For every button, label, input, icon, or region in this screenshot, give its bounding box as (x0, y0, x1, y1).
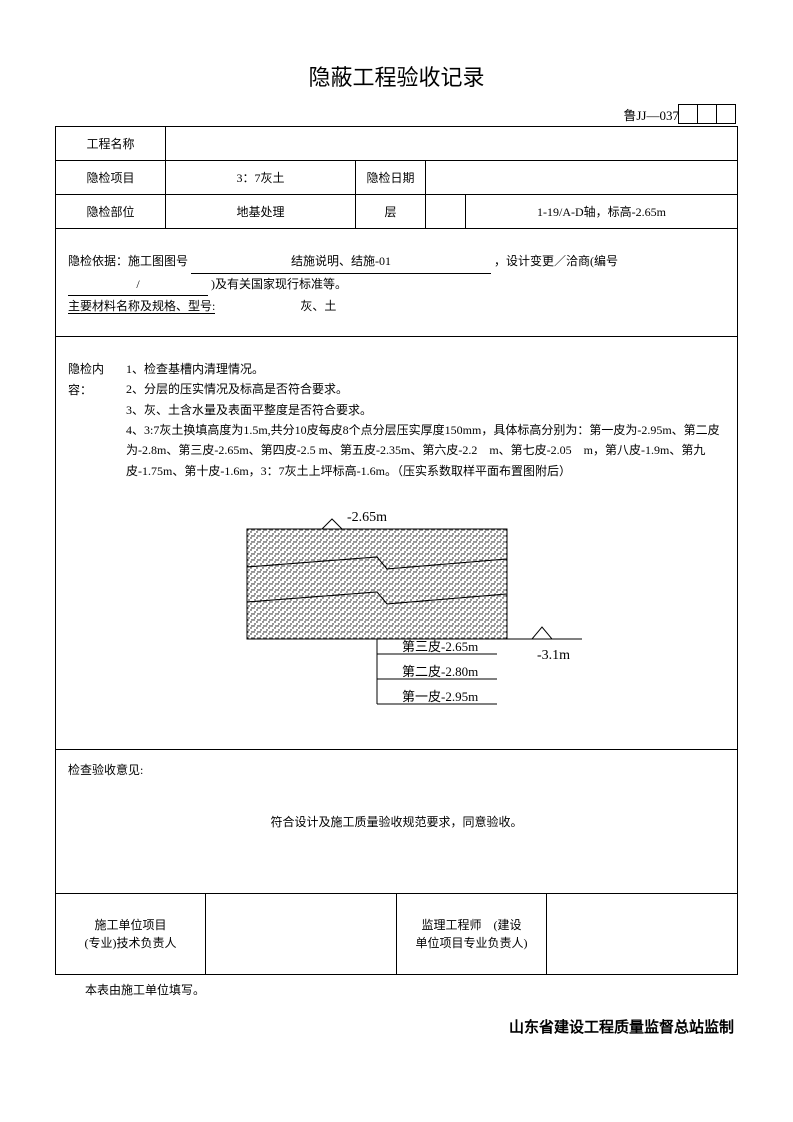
cross-section-diagram: -2.65m 第三皮-2.65m 第二皮-2.80m 第一皮-2.95m -3.… (68, 481, 725, 739)
axis-value: 1-19/A-D轴，标高-2.65m (466, 195, 738, 229)
item-value: 3：7灰土 (166, 161, 356, 195)
basis-drawing: 结施说明、结施-01 (191, 251, 491, 274)
diagram-right-label: -3.1m (537, 648, 570, 663)
header-table: 工程名称 隐检项目 3：7灰土 隐检日期 隐检部位 地基处理 层 1-19/A-… (55, 126, 738, 229)
sig-left-2: (专业)技术负责人 (85, 936, 177, 950)
basis-change-label: ，设计变更／洽商(编号 (494, 254, 618, 268)
item-label: 隐检项目 (56, 161, 166, 195)
sig-right-blank (547, 894, 738, 975)
sig-left-blank (206, 894, 397, 975)
floor-value (426, 195, 466, 229)
doc-number-row: 鲁JJ—037 (55, 104, 738, 124)
diagram-level-3: 第三皮-2.65m (402, 639, 478, 654)
sig-right-2: 单位项目专业负责人) (416, 936, 528, 950)
opinion-label: 检查验收意见: (68, 760, 725, 782)
floor-label: 层 (356, 195, 426, 229)
basis-change-value: / (68, 274, 208, 297)
diagram-level-2: 第二皮-2.80m (402, 664, 478, 679)
doc-box-2 (697, 104, 717, 124)
doc-box-1 (678, 104, 698, 124)
diagram-level-1: 第一皮-2.95m (402, 689, 478, 704)
date-value (426, 161, 738, 195)
content-line-4: 4、3:7灰土换填高度为1.5m,共分10皮每皮8个点分层压实厚度150mm，具… (126, 420, 725, 481)
project-name-value (166, 127, 738, 161)
position-value: 地基处理 (166, 195, 356, 229)
footnote: 本表由施工单位填写。 (55, 975, 738, 998)
content-line-1: 1、检查基槽内清理情况。 (126, 359, 725, 379)
publisher: 山东省建设工程质量监督总站监制 (55, 998, 738, 1037)
page-title: 隐蔽工程验收记录 (55, 60, 738, 92)
diagram-top-label: -2.65m (347, 510, 387, 525)
content-line-2: 2、分层的压实情况及标高是否符合要求。 (126, 379, 725, 399)
sig-left-1: 施工单位项目 (95, 918, 167, 932)
position-label: 隐检部位 (56, 195, 166, 229)
opinion-text: 符合设计及施工质量验收规范要求，同意验收。 (68, 782, 725, 894)
material-value: 灰、土 (218, 296, 418, 318)
basis-section: 隐检依据：施工图图号 结施说明、结施-01 ，设计变更／洽商(编号 / )及有关… (55, 229, 738, 337)
opinion-section: 检查验收意见: 符合设计及施工质量验收规范要求，同意验收。 (55, 750, 738, 894)
doc-box-3 (716, 104, 736, 124)
doc-number: 鲁JJ—037 (623, 105, 679, 124)
material-label: 主要材料名称及规格、型号: (68, 299, 215, 314)
date-label: 隐检日期 (356, 161, 426, 195)
content-section: 隐检内容： 1、检查基槽内清理情况。 2、分层的压实情况及标高是否符合要求。 3… (55, 337, 738, 750)
basis-prefix: 隐检依据：施工图图号 (68, 254, 188, 268)
content-line-3: 3、灰、土含水量及表面平整度是否符合要求。 (126, 400, 725, 420)
sig-right-1: 监理工程师 (建设 (422, 918, 522, 932)
basis-suffix: )及有关国家现行标准等。 (211, 277, 347, 291)
project-name-label: 工程名称 (56, 127, 166, 161)
content-lead: 隐检内容： (68, 359, 126, 481)
signature-table: 施工单位项目 (专业)技术负责人 监理工程师 (建设 单位项目专业负责人) (55, 894, 738, 975)
